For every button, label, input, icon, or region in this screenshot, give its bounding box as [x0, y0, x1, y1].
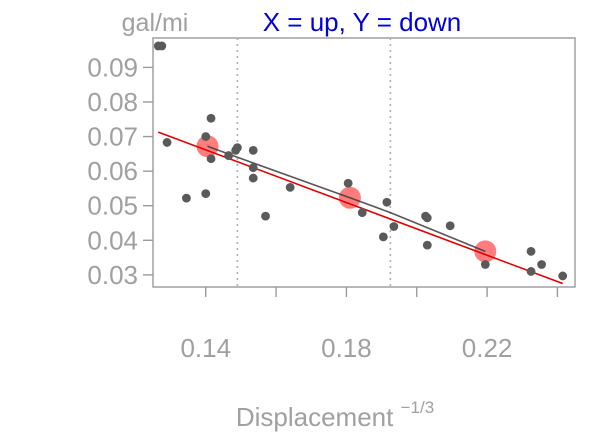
chart-title: X = up, Y = down — [263, 7, 462, 37]
data-point — [422, 240, 432, 250]
data-point — [445, 221, 455, 231]
x-tick-label: 0.22 — [462, 333, 513, 363]
y-tick-label: 0.03 — [87, 260, 138, 290]
y-tick-label: 0.06 — [87, 156, 138, 186]
data-point — [233, 143, 242, 153]
data-point — [248, 163, 258, 173]
data-point — [558, 271, 568, 281]
y-axis-label: gal/mi — [122, 9, 189, 37]
data-point — [261, 211, 270, 221]
data-point — [157, 41, 167, 51]
y-tick-label: 0.08 — [87, 87, 138, 117]
plot-frame — [152, 37, 576, 288]
data-point — [248, 173, 258, 183]
data-point — [378, 232, 388, 242]
data-point — [285, 183, 295, 192]
data-point — [526, 246, 536, 256]
data-point — [201, 132, 211, 141]
x-axis-label-exponent: −1/3 — [401, 398, 435, 417]
y-tick-label: 0.07 — [87, 122, 138, 152]
data-point — [480, 260, 490, 269]
plot-layer: 0.03 0.04 0.05 0.06 0.07 0.08 0.09 0.14 0.18 0.22 — [87, 37, 576, 363]
data-point — [389, 222, 399, 231]
data-point — [422, 213, 432, 223]
data-point — [357, 208, 367, 218]
y-tick-label: 0.09 — [87, 52, 138, 82]
fit-line — [157, 131, 563, 285]
data-point — [382, 197, 392, 207]
data-point — [182, 193, 191, 203]
data-point — [224, 151, 234, 160]
data-point — [537, 260, 546, 269]
x-tick-label: 0.18 — [321, 333, 372, 363]
data-point — [526, 267, 536, 276]
data-point — [162, 138, 172, 147]
x-axis-label-text: Displacement — [236, 402, 394, 432]
x-tick-label: 0.14 — [180, 333, 231, 363]
data-point — [201, 189, 211, 199]
data-point — [343, 178, 353, 188]
y-tick-label: 0.04 — [87, 225, 138, 255]
data-point — [206, 154, 216, 164]
y-tick-label: 0.05 — [87, 191, 138, 221]
data-point — [206, 113, 216, 123]
data-point — [248, 145, 258, 155]
x-axis-label: Displacement −1/3 — [236, 398, 434, 432]
